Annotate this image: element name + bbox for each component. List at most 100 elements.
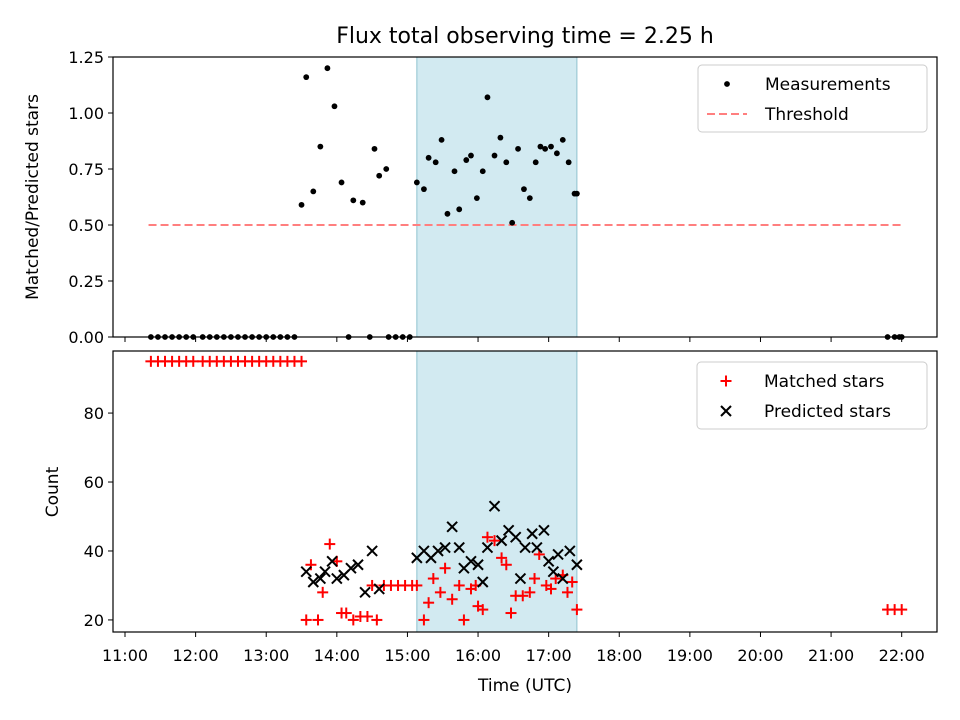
y-tick-label: 40 <box>84 542 104 561</box>
plot-area-counts <box>112 350 938 633</box>
y-axis-label-counts: Count <box>43 466 63 517</box>
x-tick-label: 20:00 <box>737 646 783 665</box>
data-point <box>477 604 489 616</box>
data-point <box>489 535 501 547</box>
y-tick-label: 1.00 <box>68 104 104 123</box>
y-axis-label-ratio: Matched/Predicted stars <box>23 94 43 300</box>
y-tick-label: 20 <box>84 611 104 630</box>
x-tick-label: 14:00 <box>314 646 360 665</box>
data-point <box>477 576 489 588</box>
data-point <box>350 197 357 204</box>
data-point <box>497 134 504 141</box>
data-point <box>896 604 908 616</box>
data-point <box>432 159 439 166</box>
y-tick-label: 0.50 <box>68 216 104 235</box>
data-point <box>524 586 536 598</box>
legend-label: Predicted stars <box>764 402 891 422</box>
legend-box <box>696 361 928 430</box>
data-point <box>453 579 465 591</box>
panel-counts: 20 40 60 80 11:00 12:00 13:00 14:00 15:00 16:00 1… <box>43 350 938 665</box>
legend-marker <box>720 375 732 387</box>
data-point <box>526 195 533 202</box>
data-point <box>371 145 378 152</box>
data-point <box>561 586 573 598</box>
series-predicted-stars <box>300 500 583 599</box>
data-point <box>451 168 458 175</box>
data-point <box>331 103 338 110</box>
legend-marker <box>720 405 732 417</box>
data-point <box>324 538 336 550</box>
data-point <box>446 521 458 533</box>
data-point <box>187 355 199 367</box>
data-point <box>296 355 308 367</box>
data-point <box>439 541 451 554</box>
data-point <box>564 545 576 557</box>
data-point <box>303 74 310 81</box>
data-point <box>383 166 390 172</box>
data-point <box>484 94 491 101</box>
data-point <box>319 565 331 578</box>
data-point <box>312 614 324 626</box>
x-tick-label: 19:00 <box>667 646 713 665</box>
legend-label: Threshold <box>764 105 849 125</box>
data-point <box>542 145 549 152</box>
data-point <box>359 199 366 206</box>
data-point <box>509 531 522 543</box>
data-point <box>439 562 451 574</box>
legend-label: Measurements <box>765 75 891 95</box>
x-tick-label: 12:00 <box>173 646 219 665</box>
data-point <box>345 562 357 574</box>
data-point <box>472 559 484 571</box>
data-point <box>495 534 508 547</box>
data-point <box>458 614 470 626</box>
data-point <box>366 545 378 557</box>
data-point <box>463 157 470 163</box>
data-point <box>307 576 319 588</box>
legend-marker <box>724 81 730 87</box>
data-point <box>310 188 317 195</box>
data-point <box>479 168 486 175</box>
data-point <box>444 210 451 217</box>
data-point <box>557 572 569 585</box>
data-point <box>456 206 463 213</box>
data-point <box>559 136 566 143</box>
data-point <box>359 586 371 599</box>
figure-title: Flux total observing time = 2.25 h <box>336 24 714 49</box>
data-point <box>571 559 583 571</box>
data-point <box>500 559 512 571</box>
x-tick-label: 18:00 <box>596 646 642 665</box>
data-point <box>324 65 331 72</box>
y-tick-label: 1.25 <box>68 48 104 67</box>
data-point <box>411 579 423 591</box>
data-point <box>300 614 312 626</box>
x-tick-label: 13:00 <box>243 646 289 665</box>
x-tick-label: 21:00 <box>808 646 854 665</box>
data-point <box>376 172 383 179</box>
x-tick-label: 22:00 <box>879 646 925 665</box>
y-tick-label: 0.25 <box>68 272 104 291</box>
legend-ratio: Measurements Threshold <box>697 64 928 133</box>
data-point <box>552 548 564 561</box>
data-point <box>331 572 343 585</box>
y-tick-label: 0.00 <box>68 328 104 347</box>
data-point <box>519 541 531 554</box>
x-tick-label: 17:00 <box>526 646 572 665</box>
data-point <box>531 541 543 554</box>
data-point <box>340 607 352 619</box>
series-matched-stars <box>145 355 908 626</box>
y-tick-label: 60 <box>84 473 104 492</box>
legend-label: Matched stars <box>764 372 884 392</box>
data-point <box>453 541 465 554</box>
data-point <box>468 152 474 159</box>
data-point <box>547 565 560 578</box>
data-point <box>491 152 498 159</box>
data-point <box>298 201 305 208</box>
data-point <box>421 186 427 193</box>
data-point <box>446 593 458 605</box>
data-point <box>425 154 432 161</box>
data-point <box>317 586 329 598</box>
x-tick-label: 15:00 <box>384 646 430 665</box>
data-point <box>545 583 557 595</box>
data-point <box>317 143 324 150</box>
data-point <box>488 500 501 512</box>
